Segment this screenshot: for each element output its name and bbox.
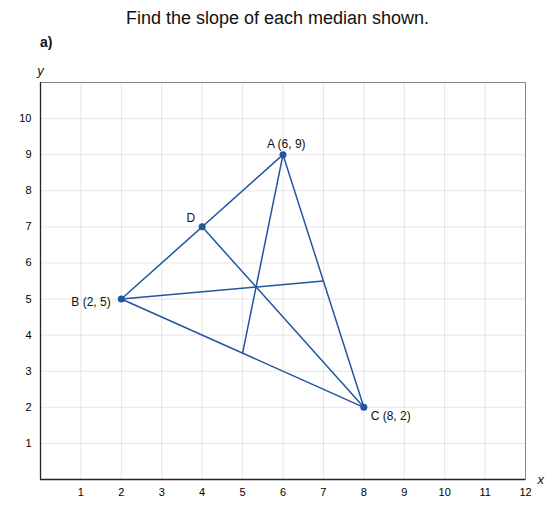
svg-text:A (6, 9): A (6, 9) [267,137,306,151]
svg-text:8: 8 [361,486,367,498]
svg-text:11: 11 [479,486,490,498]
svg-text:5: 5 [240,486,246,498]
svg-text:8: 8 [25,184,31,196]
svg-text:7: 7 [320,486,326,498]
svg-text:9: 9 [401,486,407,498]
svg-text:10: 10 [439,486,451,498]
svg-text:3: 3 [25,365,31,377]
svg-text:5: 5 [25,293,31,305]
svg-text:3: 3 [159,486,165,498]
svg-text:y: y [36,63,45,78]
svg-text:12: 12 [519,486,531,498]
svg-text:7: 7 [25,220,31,232]
svg-text:4: 4 [25,329,31,341]
svg-text:4: 4 [199,486,205,498]
svg-text:C (8, 2): C (8, 2) [371,409,411,423]
html-text:Find the slope of each median: Find the slope of each median shown. [125,8,430,28]
svg-text:1: 1 [25,437,31,449]
svg-text:9: 9 [25,148,31,160]
svg-text:10: 10 [19,112,31,124]
svg-text:x: x [537,472,545,487]
svg-text:1: 1 [78,486,84,498]
svg-text:D: D [187,211,196,225]
svg-text:2: 2 [25,401,31,413]
svg-text:6: 6 [280,486,286,498]
html-text:a): a) [40,34,53,50]
svg-text:2: 2 [118,486,124,498]
svg-text:6: 6 [25,256,31,268]
svg-text:B (2, 5): B (2, 5) [71,295,110,309]
